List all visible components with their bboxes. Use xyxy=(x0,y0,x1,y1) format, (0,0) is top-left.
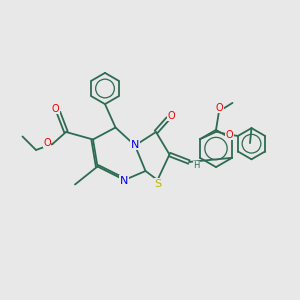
Text: N: N xyxy=(131,140,139,150)
Text: O: O xyxy=(52,104,59,114)
Text: O: O xyxy=(168,110,176,121)
Text: N: N xyxy=(120,176,128,186)
Text: S: S xyxy=(154,178,162,189)
Text: O: O xyxy=(216,103,224,113)
Text: O: O xyxy=(43,137,51,148)
Text: O: O xyxy=(226,130,233,140)
Text: H: H xyxy=(193,161,200,170)
